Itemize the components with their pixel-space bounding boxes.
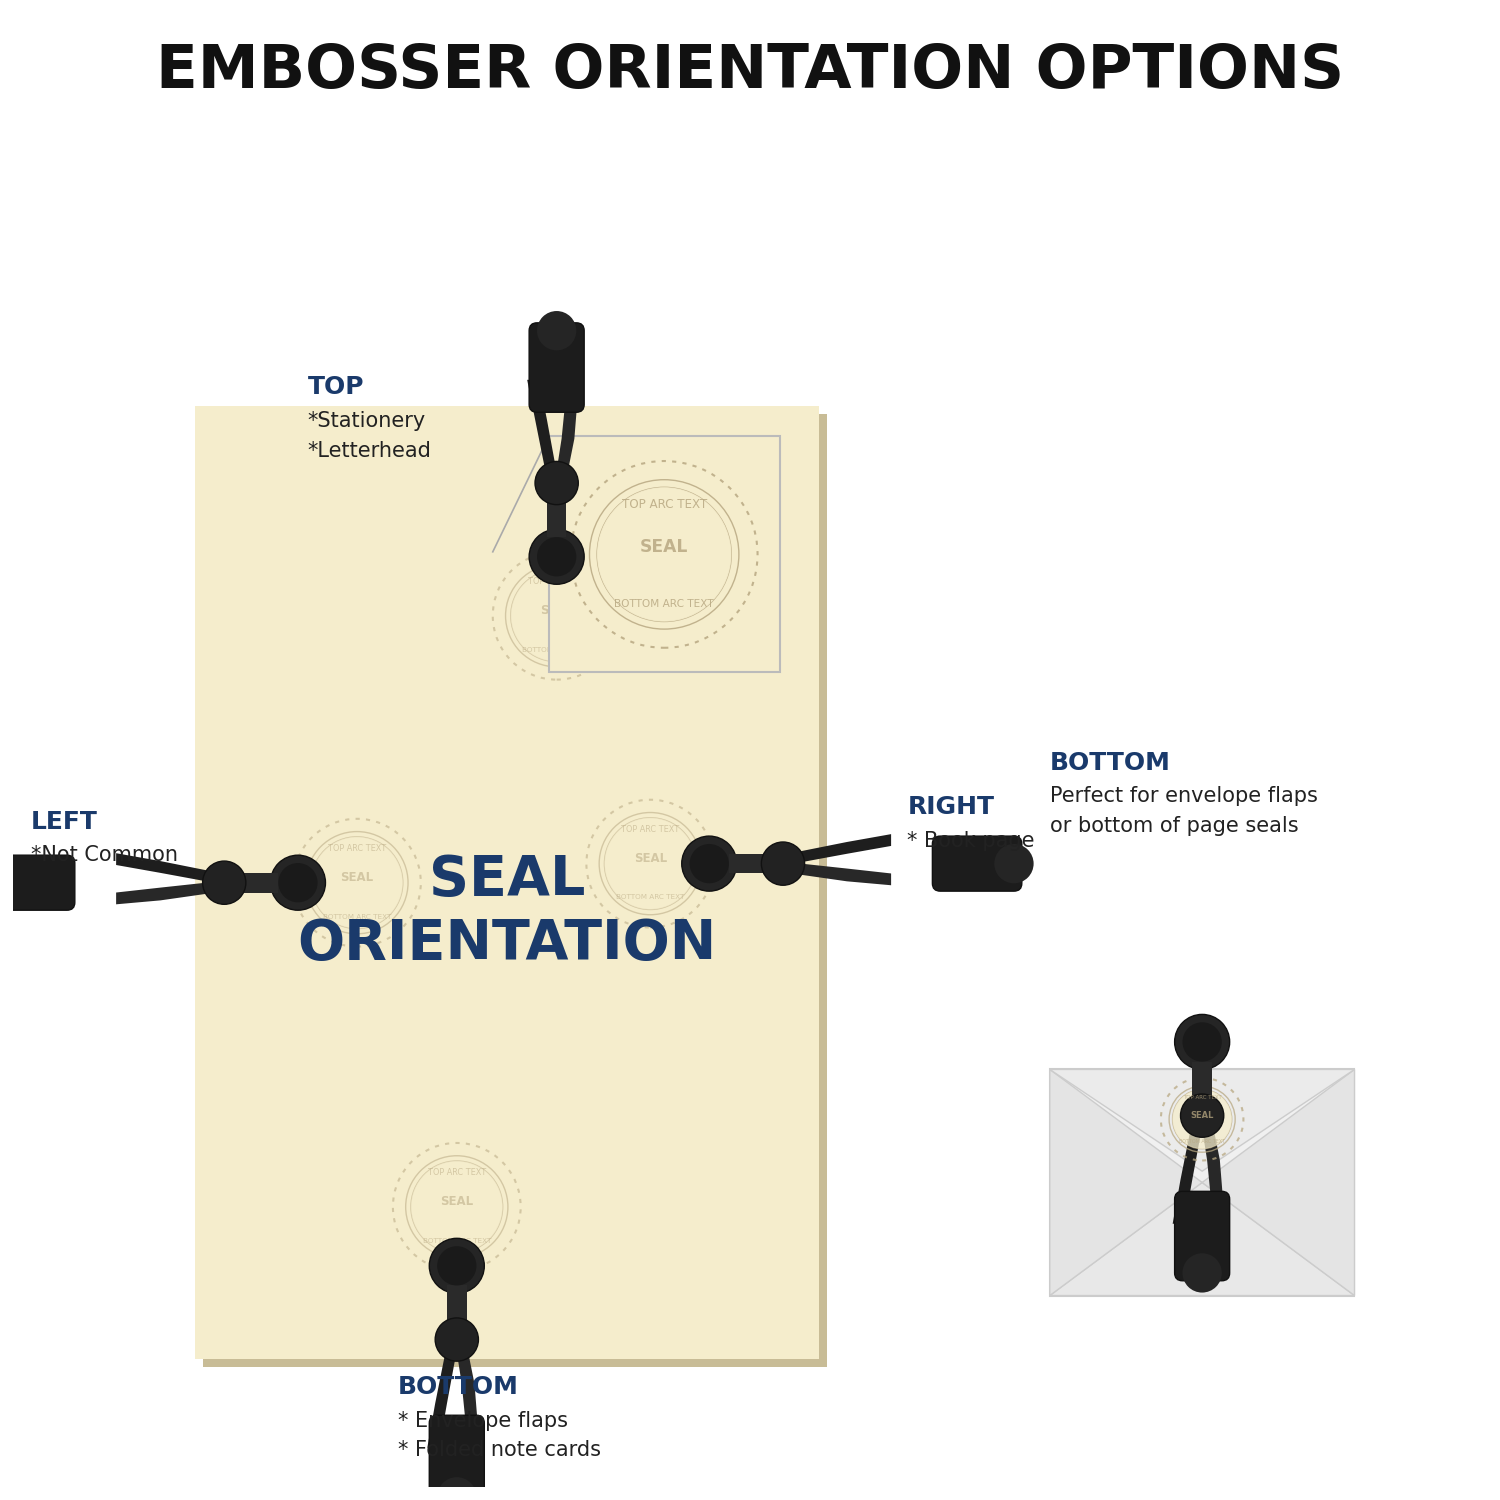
Text: TOP ARC TEXT: TOP ARC TEXT (621, 825, 680, 834)
Text: TOP ARC TEXT: TOP ARC TEXT (621, 498, 706, 512)
Circle shape (690, 844, 729, 883)
Text: *Not Common: *Not Common (30, 846, 177, 865)
Circle shape (310, 837, 404, 928)
Polygon shape (427, 1335, 459, 1448)
Polygon shape (454, 1335, 478, 1432)
Circle shape (436, 1478, 477, 1500)
Circle shape (604, 818, 696, 909)
Text: BOTTOM ARC TEXT: BOTTOM ARC TEXT (1179, 1138, 1225, 1143)
Circle shape (436, 1246, 477, 1286)
Polygon shape (778, 861, 891, 885)
Circle shape (1180, 1094, 1224, 1137)
Text: SEAL: SEAL (340, 871, 374, 883)
Text: TOP ARC TEXT: TOP ARC TEXT (328, 844, 386, 853)
Polygon shape (555, 390, 579, 488)
Circle shape (597, 488, 732, 621)
Circle shape (202, 861, 246, 904)
FancyBboxPatch shape (729, 853, 778, 873)
Text: BOTTOM ARC TEXT: BOTTOM ARC TEXT (616, 894, 684, 900)
FancyBboxPatch shape (549, 436, 780, 672)
FancyBboxPatch shape (202, 414, 826, 1368)
Polygon shape (116, 880, 230, 904)
Polygon shape (778, 834, 891, 866)
FancyBboxPatch shape (1050, 1070, 1354, 1296)
Text: SEAL: SEAL (440, 1196, 474, 1208)
Circle shape (411, 1161, 503, 1252)
Text: EMBOSSER ORIENTATION OPTIONS: EMBOSSER ORIENTATION OPTIONS (156, 42, 1344, 102)
Text: SEAL: SEAL (633, 852, 668, 865)
FancyBboxPatch shape (1192, 1062, 1212, 1110)
Polygon shape (526, 380, 558, 488)
Circle shape (762, 842, 804, 885)
FancyBboxPatch shape (195, 406, 819, 1359)
FancyBboxPatch shape (548, 488, 567, 537)
Polygon shape (1050, 1070, 1354, 1172)
Circle shape (536, 462, 579, 504)
Circle shape (537, 310, 576, 351)
Text: BOTTOM ARC TEXT: BOTTOM ARC TEXT (322, 914, 392, 920)
Text: TOP ARC TEXT: TOP ARC TEXT (1184, 1095, 1221, 1100)
Polygon shape (1173, 1110, 1204, 1224)
Circle shape (435, 1318, 478, 1360)
Polygon shape (1050, 1182, 1354, 1296)
Text: SEAL: SEAL (1191, 1112, 1214, 1120)
Polygon shape (116, 853, 230, 885)
FancyBboxPatch shape (1174, 1191, 1230, 1281)
Text: TOP: TOP (308, 375, 364, 399)
FancyBboxPatch shape (230, 873, 279, 892)
Text: Perfect for envelope flaps
or bottom of page seals: Perfect for envelope flaps or bottom of … (1050, 786, 1317, 836)
Text: BOTTOM ARC TEXT: BOTTOM ARC TEXT (423, 1238, 490, 1244)
Circle shape (510, 570, 603, 662)
Circle shape (994, 844, 1033, 883)
FancyBboxPatch shape (933, 836, 1022, 891)
Circle shape (681, 836, 736, 891)
Text: *Stationery
*Letterhead: *Stationery *Letterhead (308, 411, 432, 460)
FancyBboxPatch shape (0, 855, 75, 910)
FancyBboxPatch shape (429, 1414, 484, 1500)
Circle shape (429, 1239, 484, 1293)
Circle shape (537, 537, 576, 576)
Text: * Book page: * Book page (908, 831, 1035, 850)
Circle shape (1182, 1023, 1222, 1062)
Circle shape (0, 862, 13, 903)
Text: BOTTOM: BOTTOM (398, 1374, 519, 1398)
Circle shape (279, 862, 318, 903)
Circle shape (1182, 1254, 1222, 1293)
Text: BOTTOM ARC TEXT: BOTTOM ARC TEXT (615, 598, 714, 609)
Text: SEAL
ORIENTATION: SEAL ORIENTATION (297, 853, 717, 972)
Text: SEAL: SEAL (640, 538, 688, 556)
Circle shape (1173, 1089, 1232, 1149)
Circle shape (270, 855, 326, 910)
Text: TOP ARC TEXT: TOP ARC TEXT (528, 578, 586, 586)
Circle shape (530, 530, 584, 585)
Text: BOTTOM ARC TEXT: BOTTOM ARC TEXT (522, 646, 591, 652)
FancyBboxPatch shape (530, 322, 584, 413)
Text: LEFT: LEFT (30, 810, 98, 834)
Polygon shape (1050, 1070, 1202, 1296)
Text: * Envelope flaps
* Folded note cards: * Envelope flaps * Folded note cards (398, 1410, 602, 1460)
Circle shape (1174, 1014, 1230, 1070)
Text: TOP ARC TEXT: TOP ARC TEXT (427, 1168, 486, 1178)
Text: BOTTOM: BOTTOM (1050, 750, 1170, 774)
Polygon shape (1202, 1070, 1354, 1296)
Text: RIGHT: RIGHT (908, 795, 995, 819)
Text: SEAL: SEAL (540, 604, 573, 616)
Polygon shape (1200, 1110, 1224, 1209)
FancyBboxPatch shape (447, 1286, 466, 1335)
